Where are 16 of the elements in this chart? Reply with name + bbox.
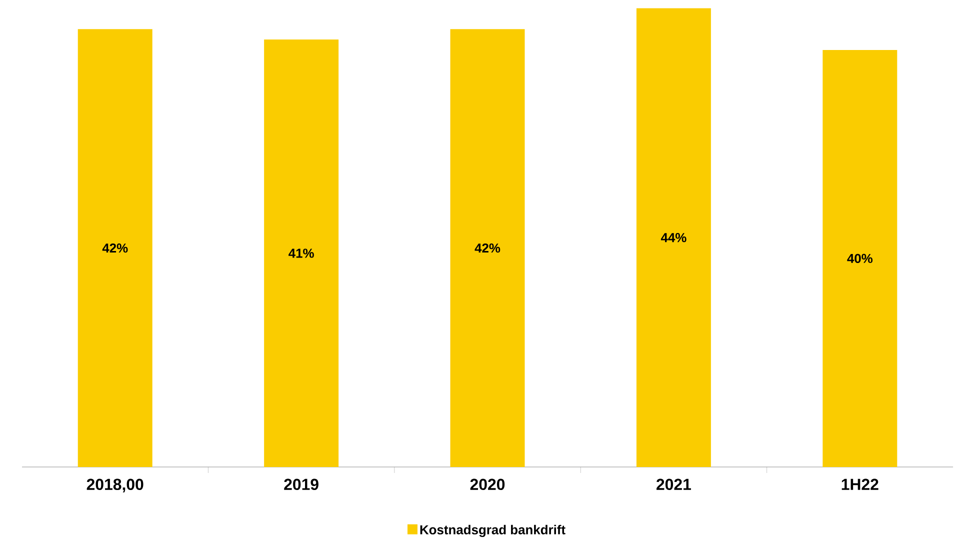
bar [822, 50, 898, 467]
data-label: 40% [847, 254, 873, 264]
data-label: 44% [660, 233, 686, 242]
bar [636, 8, 711, 467]
bar [264, 40, 339, 467]
data-label: 41% [288, 248, 314, 258]
x-tick-label: 2018,00 [86, 478, 144, 492]
data-label: 42% [474, 243, 500, 253]
bar [78, 29, 152, 467]
x-tick-label: 2020 [470, 478, 505, 490]
bar [450, 29, 525, 467]
x-tick-label: 2019 [284, 478, 318, 490]
x-tick-label: 2021 [656, 478, 691, 490]
x-tick-label: 1H22 [842, 478, 878, 490]
legend-label: Kostnadsgrad bankdrift [420, 524, 566, 538]
data-label: 42% [102, 243, 128, 253]
